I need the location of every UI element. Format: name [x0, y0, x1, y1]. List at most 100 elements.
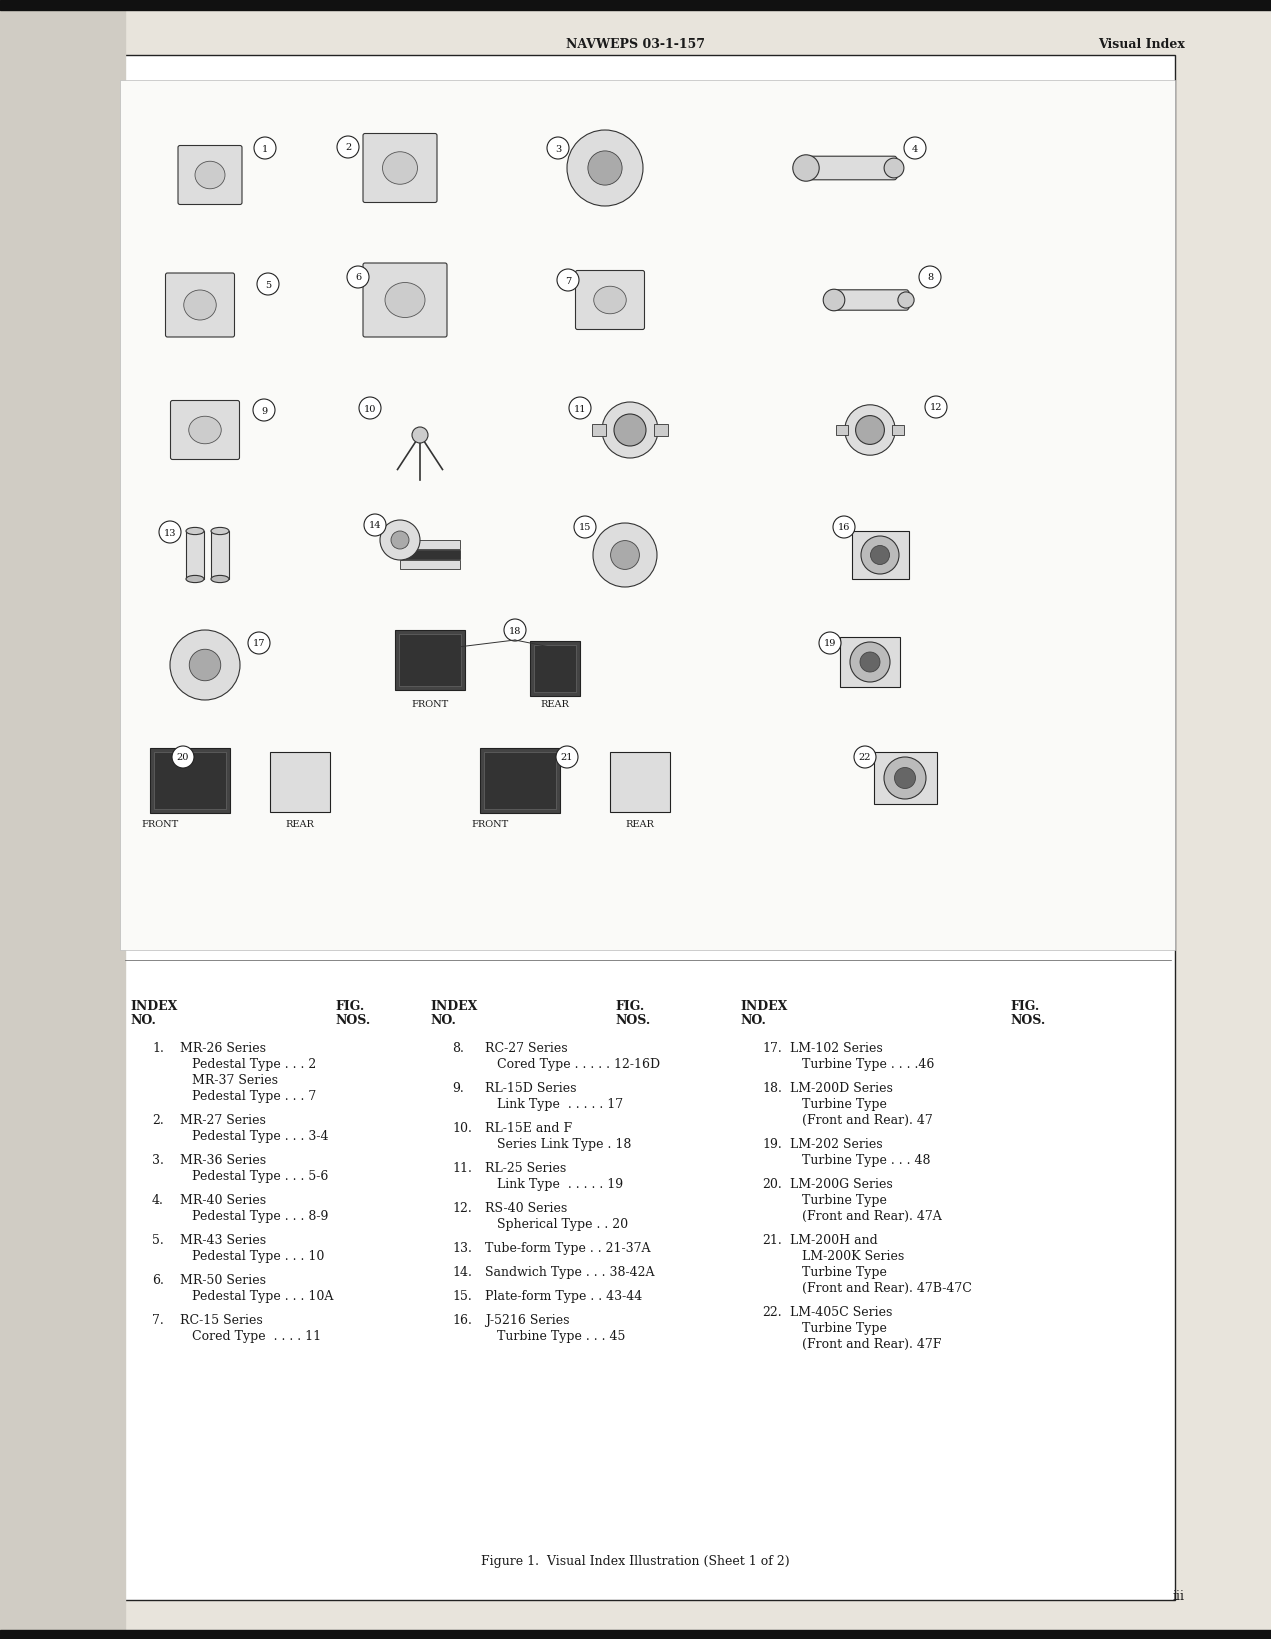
Text: FIG.: FIG.	[1010, 1000, 1040, 1013]
Circle shape	[885, 757, 927, 798]
Text: 9: 9	[261, 406, 267, 416]
Text: 8: 8	[927, 274, 933, 282]
Text: (Front and Rear). 47: (Front and Rear). 47	[802, 1115, 933, 1128]
Text: 22.: 22.	[763, 1306, 782, 1319]
Bar	[211, 531, 229, 579]
Circle shape	[257, 274, 280, 295]
Bar	[400, 561, 460, 569]
Text: Tube-form Type . . 21-37A: Tube-form Type . . 21-37A	[486, 1242, 651, 1255]
Bar	[852, 531, 909, 579]
Text: Cored Type . . . . . 12-16D: Cored Type . . . . . 12-16D	[497, 1059, 660, 1070]
Bar	[836, 425, 849, 436]
Text: RL-15E and F: RL-15E and F	[486, 1123, 572, 1134]
Text: 16.: 16.	[452, 1314, 472, 1328]
Text: 20: 20	[177, 754, 189, 762]
Text: iii: iii	[1173, 1590, 1185, 1603]
Circle shape	[569, 397, 591, 420]
Circle shape	[337, 136, 358, 157]
Text: 22: 22	[859, 754, 871, 762]
Circle shape	[588, 151, 622, 185]
Text: 5: 5	[264, 280, 271, 290]
Ellipse shape	[194, 161, 225, 188]
Text: 19.: 19.	[763, 1137, 782, 1151]
Text: 19: 19	[824, 639, 836, 649]
Circle shape	[850, 642, 890, 682]
Text: FRONT: FRONT	[141, 820, 179, 829]
Text: (Front and Rear). 47B-47C: (Front and Rear). 47B-47C	[802, 1282, 972, 1295]
Text: RS-40 Series: RS-40 Series	[486, 1201, 567, 1214]
Circle shape	[614, 415, 646, 446]
Text: 11.: 11.	[452, 1162, 472, 1175]
Text: FRONT: FRONT	[472, 820, 508, 829]
Text: 14.: 14.	[452, 1265, 472, 1278]
Text: 1.: 1.	[153, 1042, 164, 1056]
Text: RC-15 Series: RC-15 Series	[180, 1314, 263, 1328]
Ellipse shape	[383, 152, 417, 184]
Circle shape	[819, 633, 841, 654]
Text: 15.: 15.	[452, 1290, 472, 1303]
FancyBboxPatch shape	[178, 146, 241, 205]
FancyBboxPatch shape	[165, 274, 235, 338]
Text: NO.: NO.	[130, 1015, 156, 1028]
Circle shape	[925, 397, 947, 418]
Text: Sandwich Type . . . 38-42A: Sandwich Type . . . 38-42A	[486, 1265, 655, 1278]
Text: MR-36 Series: MR-36 Series	[180, 1154, 266, 1167]
Text: NOS.: NOS.	[615, 1015, 651, 1028]
Text: NAVWEPS 03-1-157: NAVWEPS 03-1-157	[566, 38, 704, 51]
Bar	[400, 551, 460, 559]
Circle shape	[347, 266, 369, 288]
Bar	[395, 629, 465, 690]
Bar	[119, 80, 1174, 951]
Text: Pedestal Type . . . 10A: Pedestal Type . . . 10A	[192, 1290, 333, 1303]
Text: Turbine Type . . . .46: Turbine Type . . . .46	[802, 1059, 934, 1070]
Text: 2.: 2.	[153, 1115, 164, 1128]
Circle shape	[904, 138, 927, 159]
Text: 16: 16	[838, 523, 850, 533]
Circle shape	[855, 416, 885, 444]
Circle shape	[594, 523, 657, 587]
Circle shape	[860, 652, 880, 672]
Text: Turbine Type: Turbine Type	[802, 1323, 887, 1336]
Text: 3: 3	[555, 144, 561, 154]
Circle shape	[364, 515, 386, 536]
Text: MR-26 Series: MR-26 Series	[180, 1042, 266, 1056]
Text: 12.: 12.	[452, 1201, 472, 1214]
Text: FIG.: FIG.	[615, 1000, 644, 1013]
Text: Pedestal Type . . . 8-9: Pedestal Type . . . 8-9	[192, 1210, 328, 1223]
Circle shape	[172, 746, 194, 769]
Text: LM-200G Series: LM-200G Series	[791, 1178, 892, 1192]
Bar	[0, 1631, 1271, 1639]
Circle shape	[358, 397, 381, 420]
Text: 4: 4	[911, 144, 918, 154]
Text: NO.: NO.	[740, 1015, 766, 1028]
Ellipse shape	[211, 528, 229, 534]
Text: REAR: REAR	[540, 700, 569, 710]
Text: FRONT: FRONT	[412, 700, 449, 710]
Text: LM-200D Series: LM-200D Series	[791, 1082, 892, 1095]
Text: Plate-form Type . . 43-44: Plate-form Type . . 43-44	[486, 1290, 642, 1303]
Bar	[480, 747, 561, 813]
Text: 17.: 17.	[763, 1042, 782, 1056]
Circle shape	[871, 546, 890, 564]
Text: 13: 13	[164, 528, 177, 538]
Text: Series Link Type . 18: Series Link Type . 18	[497, 1137, 632, 1151]
Circle shape	[610, 541, 639, 569]
Bar	[119, 56, 1174, 1600]
FancyBboxPatch shape	[170, 400, 239, 459]
Circle shape	[919, 266, 941, 288]
Text: Figure 1.  Visual Index Illustration (Sheet 1 of 2): Figure 1. Visual Index Illustration (She…	[480, 1555, 789, 1569]
Circle shape	[412, 428, 428, 443]
Text: 10: 10	[364, 405, 376, 413]
Text: RL-15D Series: RL-15D Series	[486, 1082, 577, 1095]
Circle shape	[505, 620, 526, 641]
Circle shape	[897, 292, 914, 308]
Text: Turbine Type: Turbine Type	[802, 1265, 887, 1278]
Circle shape	[845, 405, 895, 456]
Bar	[0, 0, 1271, 10]
Text: MR-50 Series: MR-50 Series	[180, 1274, 266, 1287]
Text: 21.: 21.	[763, 1234, 782, 1247]
Bar	[873, 752, 937, 805]
Text: MR-43 Series: MR-43 Series	[180, 1234, 266, 1247]
Text: 20.: 20.	[763, 1178, 782, 1192]
Bar	[610, 752, 670, 811]
